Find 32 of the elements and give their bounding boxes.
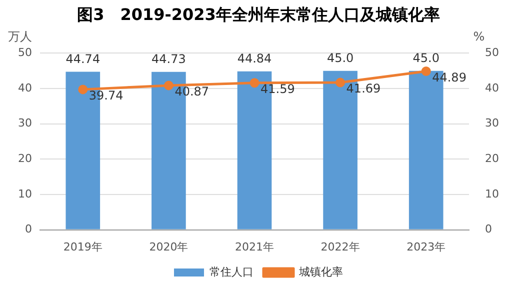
y2-tick-label: 20 (485, 152, 500, 166)
y-tick-label: 40 (18, 81, 32, 94)
data-label: 45.0 (412, 50, 440, 65)
point (336, 78, 346, 88)
data-label: 44.84 (237, 52, 272, 66)
y-tick-label: 30 (18, 116, 32, 130)
point (421, 66, 431, 76)
point (78, 84, 88, 94)
chart-title: 图3 2019-2023年全州年末常住人口及城镇化率 (77, 4, 440, 24)
x-tick-label: 2020年 (149, 240, 188, 254)
data-label: 44.73 (152, 52, 186, 66)
y-tick-label: 10 (18, 187, 32, 200)
legend-label: 常住人口 (210, 265, 254, 278)
x-tick-label: 2021年 (235, 240, 274, 254)
y-tick-label: 50 (18, 46, 32, 60)
point (164, 80, 174, 90)
y-tick-label: 0 (24, 222, 32, 236)
y2-tick-label: 0 (485, 222, 492, 236)
y2-axis-title: % (473, 29, 485, 44)
y2-tick-label: 40 (485, 81, 500, 94)
y2-tick-label: 10 (485, 187, 500, 200)
legend-label: 城镇化率 (298, 265, 343, 278)
y-axis-title: 万人 (8, 29, 32, 44)
y2-tick-label: 50 (485, 46, 500, 60)
x-tick-label: 2019年 (63, 240, 102, 254)
data-label: 44.74 (66, 52, 100, 66)
x-tick-label: 2022年 (320, 240, 360, 254)
x-tick-label: 2023年 (406, 240, 446, 254)
point (250, 78, 260, 88)
y-tick-label: 20 (18, 152, 32, 166)
data-label: 45.0 (326, 50, 354, 65)
y2-tick-label: 30 (485, 116, 500, 130)
